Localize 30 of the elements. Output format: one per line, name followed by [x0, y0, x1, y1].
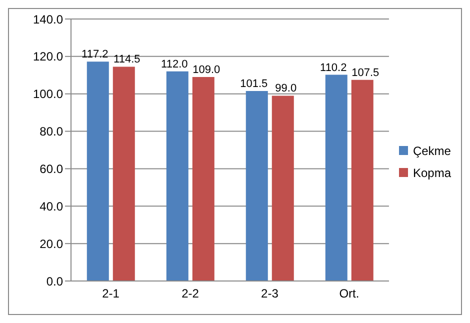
- y-tick-label: 40.0: [40, 199, 64, 214]
- data-label: 109.0: [192, 64, 220, 76]
- data-label: 107.5: [352, 66, 380, 79]
- bar: [86, 62, 109, 281]
- data-label: 110.2: [320, 62, 347, 74]
- data-label: 117.2: [82, 48, 108, 61]
- y-tick-label: 80.0: [40, 124, 64, 139]
- x-tick-label: 2-3: [261, 286, 279, 301]
- bar: [166, 71, 188, 281]
- y-tick-label: 120.0: [32, 50, 64, 64]
- data-label: 101.5: [240, 78, 268, 90]
- bar: [112, 66, 135, 281]
- data-label: 112.0: [161, 58, 188, 70]
- bar: [246, 91, 268, 281]
- y-tick-label: 60.0: [40, 162, 64, 176]
- bar: [325, 74, 348, 281]
- y-tick-label: 140.0: [32, 12, 64, 26]
- x-tick-label: Ort.: [339, 286, 360, 301]
- data-label: 114.5: [114, 54, 140, 66]
- y-tick-label: 100.0: [32, 87, 64, 102]
- bar: [192, 77, 214, 281]
- data-label: 99.0: [275, 82, 297, 95]
- legend-label: Kopma: [412, 166, 451, 180]
- y-tick-label: 0.0: [46, 274, 64, 288]
- y-tick-label: 20.0: [40, 236, 64, 251]
- x-tick-label: 2-2: [182, 286, 200, 301]
- legend-label: Çekme: [412, 144, 451, 158]
- bar: [272, 96, 294, 281]
- x-tick-label: 2-1: [102, 286, 120, 301]
- bar: [351, 80, 374, 281]
